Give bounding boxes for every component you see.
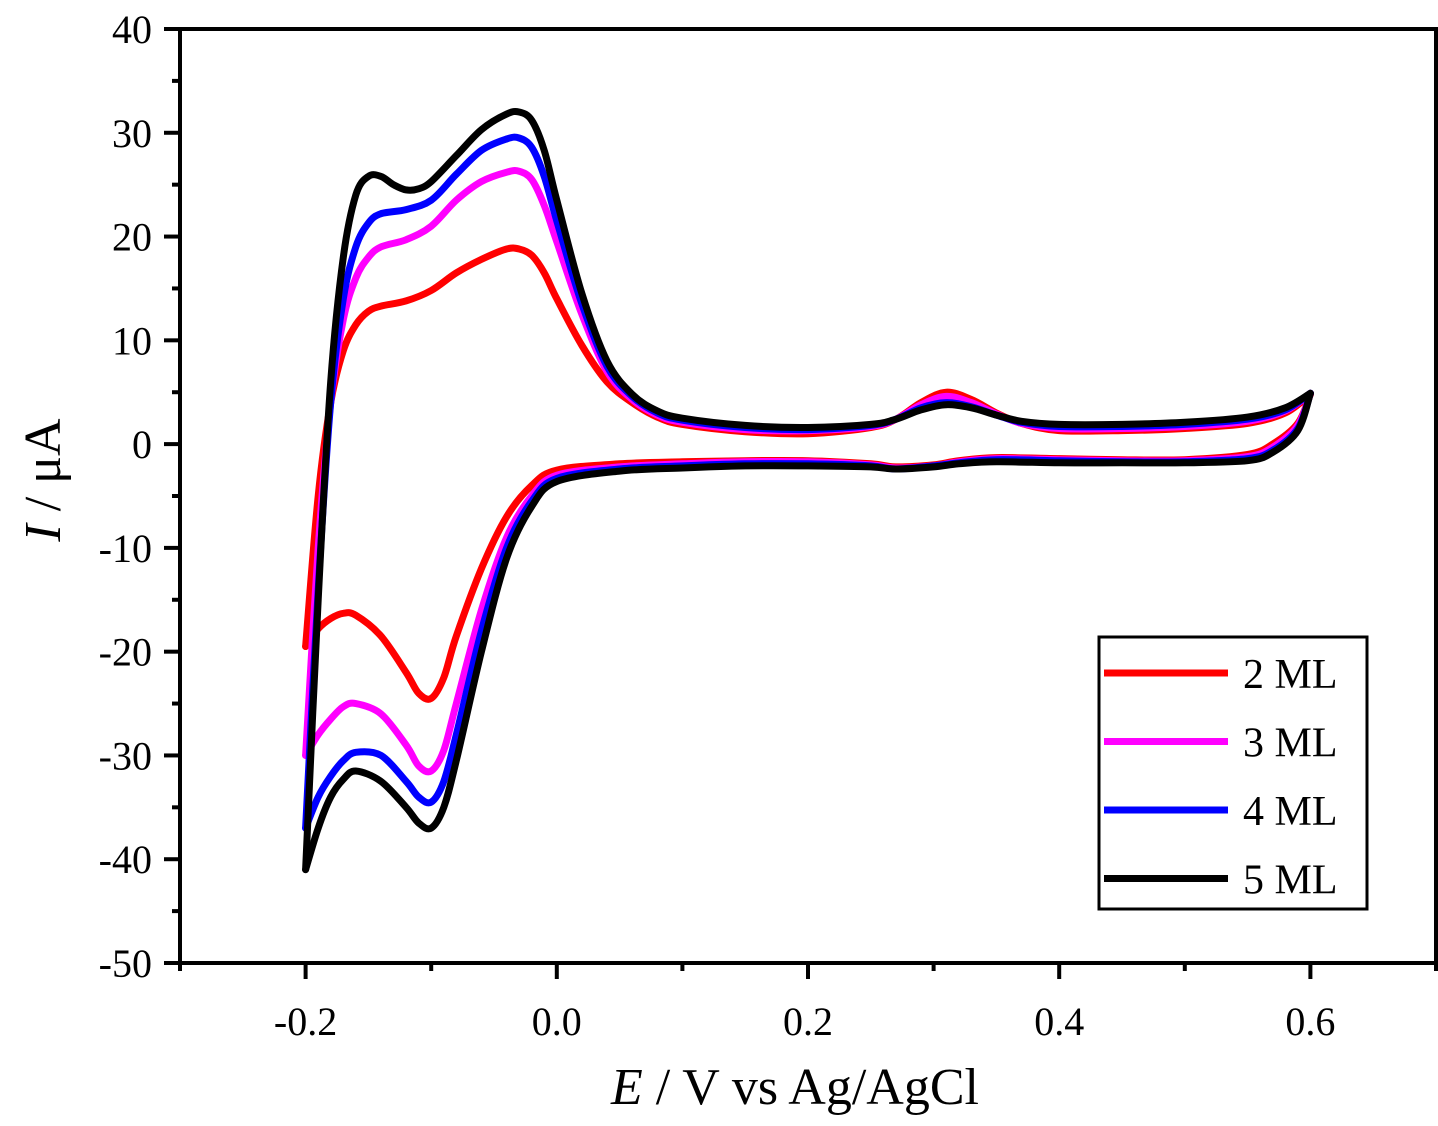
anodic-sweep-line — [302, 107, 1314, 874]
x-axis-title-units: / V vs Ag/AgCl — [643, 1059, 979, 1116]
y-tick-label: 40 — [112, 7, 152, 52]
ticks-layer — [164, 27, 1438, 979]
y-tick-label: 30 — [112, 111, 152, 156]
legend-items: 2 ML 3 ML 4 ML 5 ML — [1104, 652, 1338, 904]
legend: 2 ML 3 ML 4 ML 5 ML — [1097, 635, 1369, 911]
y-tick-label: 10 — [112, 318, 152, 363]
legend-frame — [1097, 635, 1369, 911]
x-tick-label: 0.4 — [1034, 999, 1084, 1044]
y-axis-title-units: / μA — [15, 418, 72, 524]
y-axis-title-symbol: I — [15, 522, 72, 543]
legend-label: 4 ML — [1243, 789, 1338, 835]
cathodic-sweep-line — [302, 389, 1314, 874]
series-5-ml — [302, 107, 1314, 874]
x-axis-title: E / V vs Ag/AgCl — [610, 1059, 979, 1116]
y-tick-label: -20 — [99, 630, 152, 675]
legend-label: 5 ML — [1243, 858, 1338, 904]
legend-label: 3 ML — [1243, 721, 1338, 767]
x-tick-label: 0.0 — [532, 999, 582, 1044]
legend-item: 3 ML — [1104, 721, 1338, 767]
y-axis-title: I / μA — [15, 418, 72, 543]
legend-label: 2 ML — [1243, 652, 1338, 698]
y-tick-label: -50 — [99, 941, 152, 986]
y-tick-label: -40 — [99, 837, 152, 882]
x-tick-label: -0.2 — [274, 999, 337, 1044]
series-2-ml — [302, 244, 1314, 703]
series-layer — [302, 107, 1314, 874]
x-tick-label: 0.6 — [1285, 999, 1335, 1044]
legend-item: 2 ML — [1104, 652, 1338, 698]
legend-item: 4 ML — [1104, 789, 1338, 835]
y-tick-label: 20 — [112, 215, 152, 260]
anodic-sweep-line — [302, 244, 1314, 650]
y-tick-label: -10 — [99, 526, 152, 571]
x-tick-label: 0.2 — [783, 999, 833, 1044]
y-tick-label: 0 — [132, 422, 152, 467]
y-tick-label: -30 — [99, 733, 152, 778]
x-axis-title-symbol: E — [610, 1059, 643, 1116]
legend-item: 5 ML — [1104, 858, 1338, 904]
tick-labels-layer: 40 30 20 10 0 -10 -20 -30 -40 -50 -0.2 0.0 0.2 0.4 0.6 — [99, 7, 1336, 1044]
